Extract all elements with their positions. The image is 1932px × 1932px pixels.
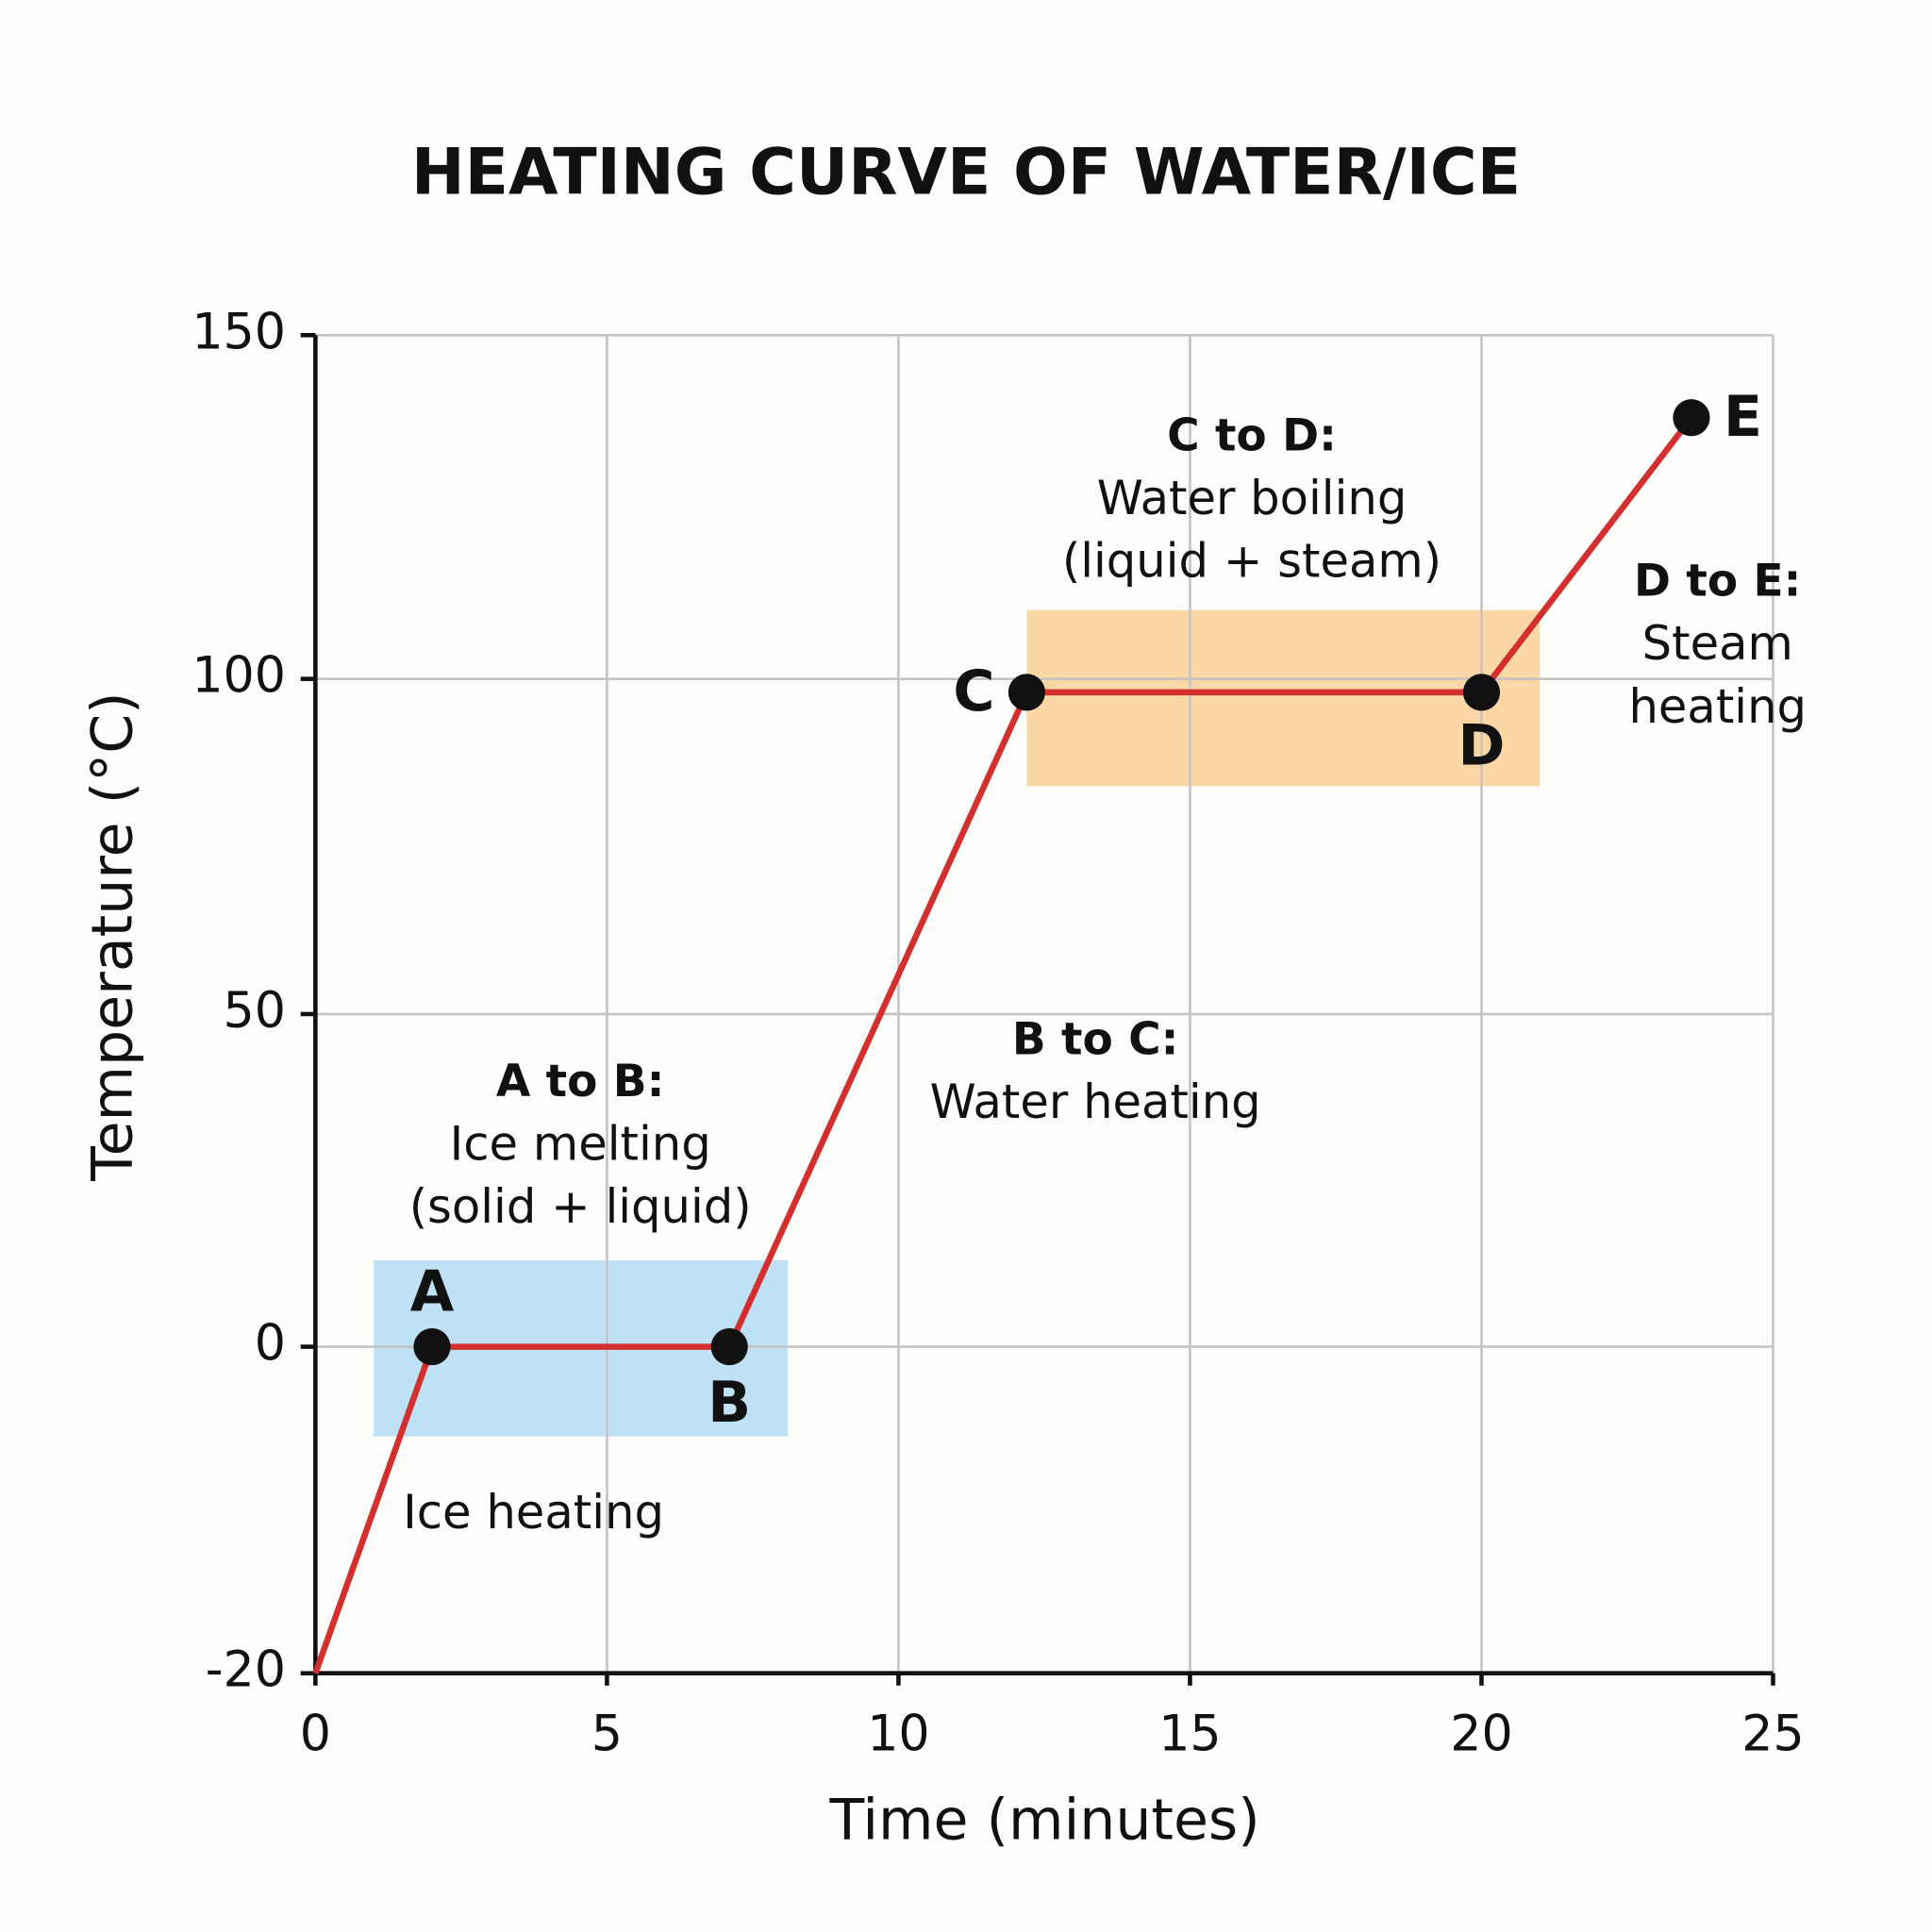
annotation-heading: C to D: <box>1167 409 1337 461</box>
annotation-text: Water boiling <box>1097 471 1407 525</box>
heating-curve-line <box>312 415 1694 1674</box>
x-tick-label: 0 <box>300 1707 331 1763</box>
annotation-heading: B to C: <box>1012 1013 1179 1065</box>
x-tick-label: 5 <box>591 1707 623 1763</box>
point-b <box>710 1328 748 1366</box>
y-axis-label: Temperature (°C) <box>79 691 145 1182</box>
point-e <box>1673 399 1710 437</box>
y-tick-label: 0 <box>255 1316 286 1373</box>
annotation-text: (solid + liquid) <box>409 1179 752 1234</box>
point-label-a: A <box>410 1258 455 1324</box>
annotation-text: Water heating <box>930 1074 1261 1129</box>
point-c <box>1008 674 1045 711</box>
y-tick-label: 100 <box>192 648 286 705</box>
point-label-c: C <box>953 658 994 724</box>
annotation-text: Ice heating <box>403 1485 664 1540</box>
y-tick-label: 50 <box>224 983 286 1040</box>
x-axis-label: Time (minutes) <box>828 1788 1259 1854</box>
x-tick-label: 20 <box>1450 1707 1512 1763</box>
x-tick-label: 10 <box>867 1707 929 1763</box>
annotation-heading: A to B: <box>496 1056 665 1108</box>
x-tick-label: 15 <box>1158 1707 1221 1763</box>
y-tick-label: 150 <box>192 304 286 360</box>
point-label-b: B <box>708 1370 751 1436</box>
point-label-d: D <box>1458 713 1506 779</box>
annotation-text: Ice melting <box>450 1117 711 1172</box>
point-a <box>413 1328 451 1366</box>
point-d <box>1462 674 1501 711</box>
chart-title: HEATING CURVE OF WATER/ICE <box>411 135 1521 209</box>
annotation-heading: D to E: <box>1634 556 1801 608</box>
annotation-text: heating <box>1628 679 1807 734</box>
annotation-text: Steam <box>1642 616 1793 671</box>
point-label-e: E <box>1724 384 1762 450</box>
y-tick-label: -20 <box>206 1642 286 1699</box>
annotation-text: (liquid + steam) <box>1062 534 1441 589</box>
x-tick-label: 25 <box>1741 1707 1804 1763</box>
region-boiling <box>1026 609 1541 787</box>
